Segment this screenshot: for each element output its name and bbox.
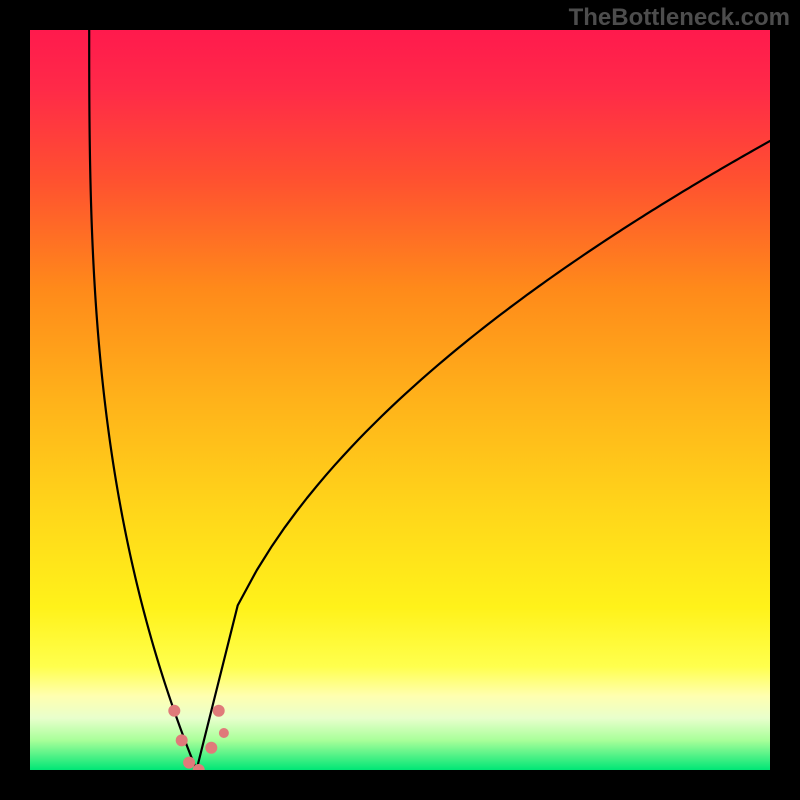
- data-marker: [176, 734, 188, 746]
- watermark-text: TheBottleneck.com: [569, 4, 790, 32]
- data-marker: [205, 742, 217, 754]
- data-marker: [213, 705, 225, 717]
- data-marker: [219, 728, 229, 738]
- data-marker: [183, 757, 195, 769]
- data-marker: [168, 705, 180, 717]
- plot-svg: [30, 30, 770, 770]
- chart-container: TheBottleneck.com: [0, 0, 800, 800]
- plot-area: [30, 30, 770, 770]
